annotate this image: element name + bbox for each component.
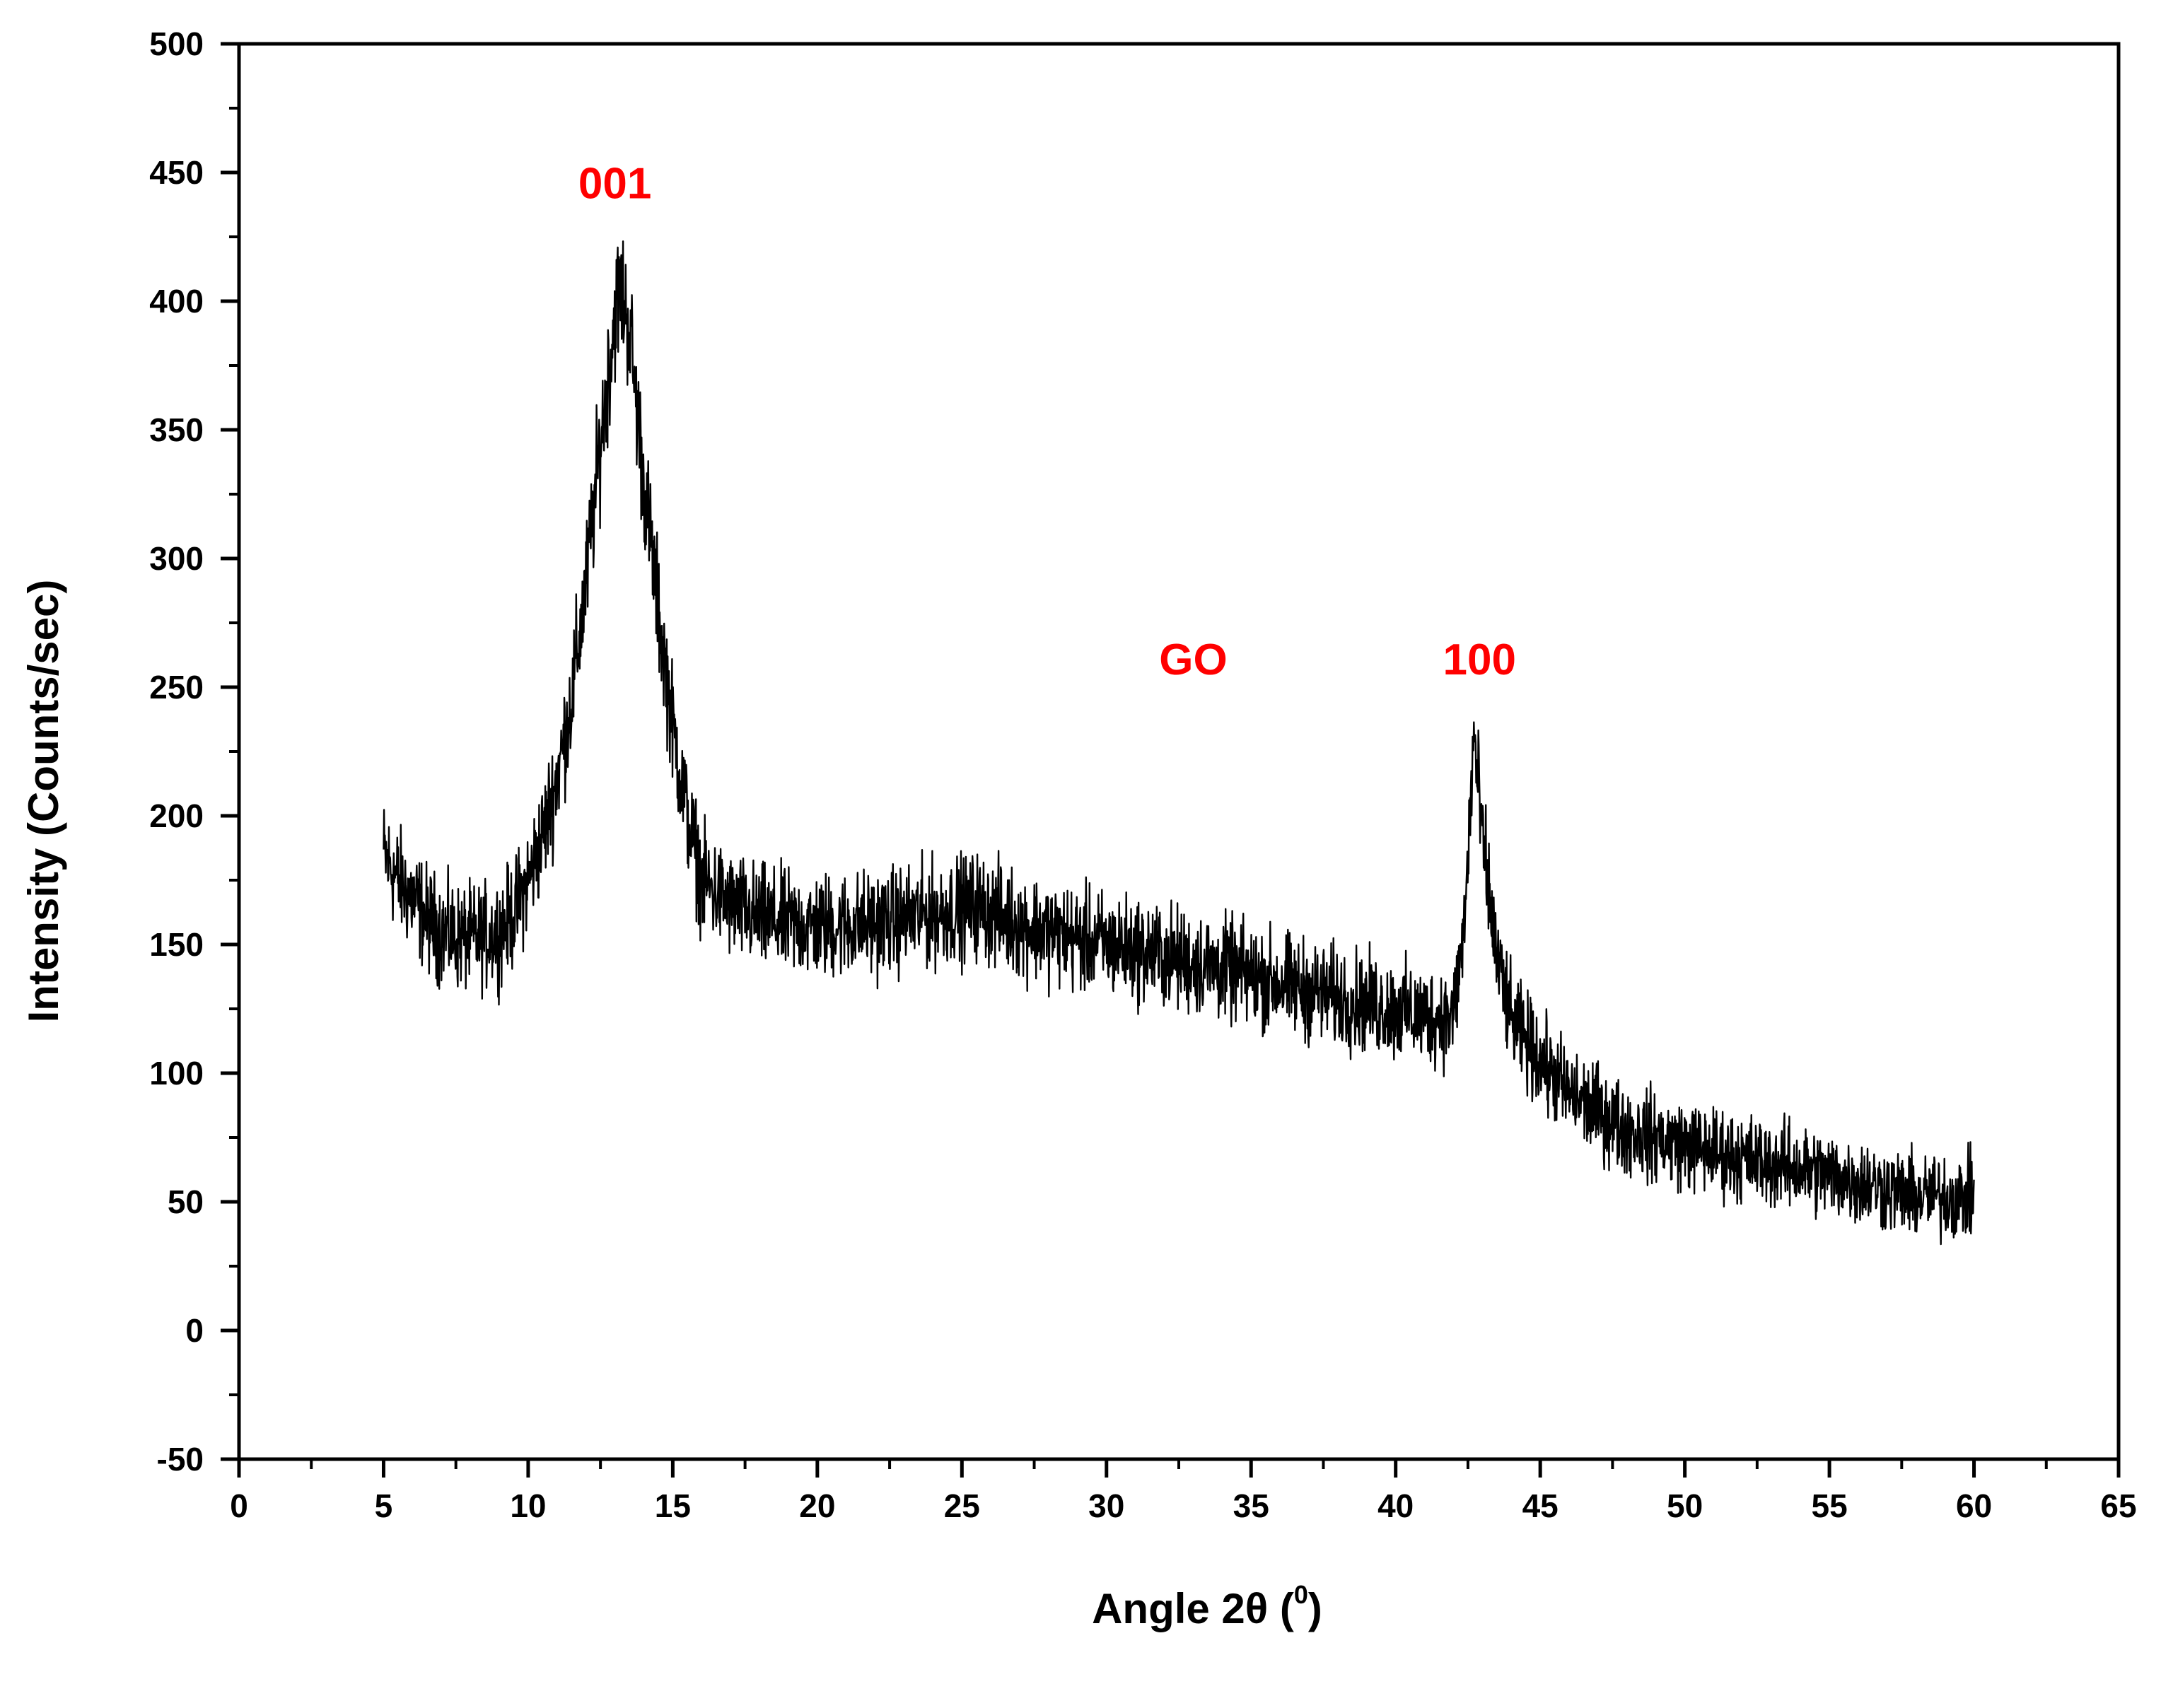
y-tick-label: 300	[149, 540, 204, 577]
x-tick-label: 25	[944, 1487, 980, 1524]
y-tick-label: 0	[185, 1312, 204, 1349]
axis-tick-labels: 0 5 10 15 20 25 30 35 40 45 50 55 60 65 -50 0 50 100 150 20…	[149, 25, 2136, 1524]
annotation-001: 001	[578, 159, 651, 208]
x-axis-title: Angle 2θ (0)	[1092, 1580, 1322, 1632]
x-tick-label: 50	[1667, 1487, 1703, 1524]
y-tick-label: 400	[149, 283, 204, 320]
y-tick-label: -50	[157, 1441, 204, 1478]
x-tick-label: 5	[375, 1487, 393, 1524]
x-tick-label: 30	[1088, 1487, 1124, 1524]
y-tick-label: 250	[149, 669, 204, 706]
annotation-100: 100	[1443, 636, 1516, 684]
annotations: 001 GO 100	[578, 159, 1516, 684]
x-tick-label: 15	[655, 1487, 691, 1524]
y-tick-label: 150	[149, 926, 204, 963]
x-tick-label: 35	[1233, 1487, 1269, 1524]
series-line-GO	[383, 240, 1975, 1246]
x-tick-label: 20	[799, 1487, 835, 1524]
x-tick-label: 10	[510, 1487, 546, 1524]
y-tick-label: 350	[149, 411, 204, 448]
y-axis-title: Intensity (Counts/sec)	[20, 580, 67, 1023]
y-tick-label: 500	[149, 25, 204, 62]
y-tick-label: 200	[149, 797, 204, 834]
axis-ticks	[221, 42, 2121, 1478]
y-tick-label: 450	[149, 154, 204, 191]
x-axis-title-text: Angle 2θ (	[1092, 1585, 1294, 1632]
x-tick-label: 45	[1522, 1487, 1559, 1524]
x-axis-title-close: )	[1308, 1585, 1322, 1632]
x-axis-title-superscript: 0	[1294, 1580, 1308, 1609]
y-tick-label: 100	[149, 1055, 204, 1092]
x-tick-label: 55	[1811, 1487, 1847, 1524]
y-tick-label: 50	[168, 1183, 204, 1220]
x-tick-label: 60	[1956, 1487, 1992, 1524]
x-tick-label: 65	[2100, 1487, 2136, 1524]
x-tick-label: 40	[1377, 1487, 1414, 1524]
series-layer	[383, 240, 1975, 1246]
plot-frame	[237, 42, 2121, 1461]
annotation-go: GO	[1159, 636, 1227, 684]
x-tick-label: 0	[230, 1487, 248, 1524]
